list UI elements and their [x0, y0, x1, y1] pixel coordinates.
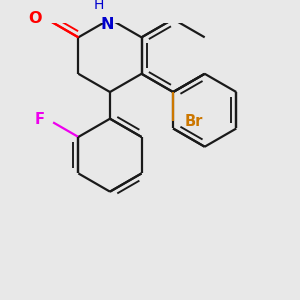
Text: N: N [100, 17, 114, 32]
Text: F: F [34, 112, 44, 127]
Text: H: H [93, 0, 103, 12]
Text: O: O [28, 11, 41, 26]
Text: Br: Br [184, 114, 203, 129]
